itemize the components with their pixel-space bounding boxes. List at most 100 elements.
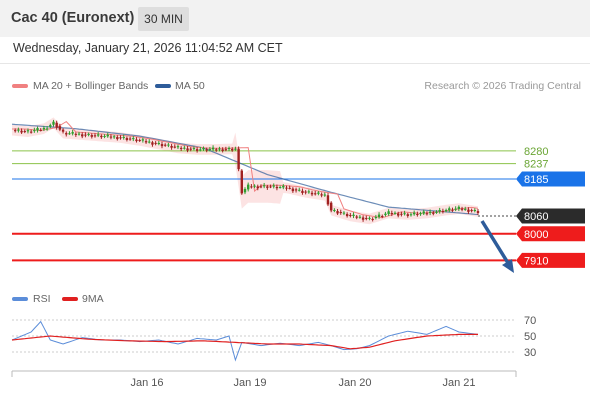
candle-body <box>125 138 129 140</box>
candle-body <box>17 129 20 131</box>
candle-body <box>291 188 295 192</box>
ma20-line <box>12 120 479 219</box>
level-tag-8060 <box>516 208 585 224</box>
candle-body <box>329 202 333 211</box>
legend-label-9ma: 9MA <box>82 293 104 305</box>
rsi-line <box>11 320 479 362</box>
candle-body <box>42 127 46 130</box>
candle-body <box>186 148 189 151</box>
legend-label-bollinger: MA 20 + Bollinger Bands <box>33 80 149 92</box>
legend-label-ma50: MA 50 <box>175 80 205 92</box>
candle-body <box>253 185 256 187</box>
candle-body <box>96 134 100 136</box>
candle-body <box>470 210 473 212</box>
candle-body <box>122 136 125 138</box>
candle-body <box>23 131 26 133</box>
candle-body <box>36 128 39 131</box>
level-label-8060: 8060 <box>524 211 548 223</box>
forecast-arrow-shaft <box>480 220 510 264</box>
candle-body <box>26 130 30 132</box>
rsi-tick-70: 70 <box>524 315 536 327</box>
candle-body <box>371 218 374 220</box>
candle-body <box>323 194 326 196</box>
candle-body <box>412 212 416 215</box>
candle-body <box>336 211 339 214</box>
forecast-arrow-head <box>502 259 514 273</box>
candle-body <box>205 149 208 151</box>
candle-body <box>49 125 52 127</box>
candle-body <box>100 135 103 138</box>
candle-body <box>144 141 148 143</box>
rsi-tick-50: 50 <box>524 331 536 343</box>
candle-body <box>435 211 438 213</box>
candle-body <box>192 148 196 150</box>
candle-body <box>266 186 269 188</box>
candle-body <box>160 144 164 147</box>
candle-body <box>381 216 384 217</box>
x-tick-label: Jan 19 <box>233 377 266 389</box>
legend-swatch-ma50 <box>155 84 171 88</box>
candle-body <box>39 129 42 131</box>
candle-body <box>301 190 304 194</box>
candle-body <box>432 212 435 214</box>
candle-body <box>103 135 106 137</box>
candle-body <box>71 132 74 134</box>
candle-body <box>93 135 97 137</box>
candle-body <box>374 216 378 218</box>
candle-body <box>425 213 429 215</box>
candle-body <box>409 214 413 216</box>
candle-body <box>269 186 272 188</box>
candle-body <box>128 138 132 140</box>
candle-body <box>179 147 183 149</box>
candle-body <box>173 146 176 148</box>
candle-body <box>288 187 291 189</box>
candle-body <box>109 136 113 138</box>
rsi-9ma-line <box>11 333 478 350</box>
candle-body <box>451 209 454 211</box>
candle-body <box>135 139 138 142</box>
level-label-8280: 8280 <box>524 146 548 158</box>
x-tick-label: Jan 16 <box>130 377 163 389</box>
candle-body <box>285 187 288 189</box>
timeframe-tab[interactable]: 30 MIN <box>138 7 189 31</box>
candle-body <box>368 217 371 219</box>
candle-body <box>138 140 141 142</box>
candle-body <box>419 213 422 215</box>
candle-body <box>298 189 301 191</box>
candle-body <box>77 133 81 135</box>
candle-body <box>390 213 394 215</box>
candle-body <box>221 149 224 151</box>
candle-body <box>148 141 151 143</box>
candle-body <box>58 126 62 130</box>
candle-body <box>45 128 49 130</box>
timestamp: Wednesday, January 21, 2026 11:04:52 AM … <box>13 41 283 55</box>
candle-body <box>29 131 33 133</box>
candle-body <box>428 211 432 214</box>
x-tick-label: Jan 20 <box>338 377 371 389</box>
candle-body <box>397 213 400 216</box>
candle-body <box>176 146 180 148</box>
candle-body <box>52 121 55 125</box>
candle-body <box>403 213 406 215</box>
candle-body <box>164 144 167 146</box>
candle-body <box>84 134 87 136</box>
level-label-8185: 8185 <box>524 174 548 186</box>
candle-body <box>195 149 199 151</box>
candle-body <box>361 217 365 220</box>
candle-body <box>218 148 221 150</box>
candle-body <box>189 148 192 150</box>
candle-body <box>61 129 65 132</box>
candle-body <box>199 149 202 151</box>
level-label-7910: 7910 <box>524 255 548 267</box>
candle-body <box>275 186 279 189</box>
candle-body <box>240 170 244 194</box>
level-tag-8000 <box>516 226 585 242</box>
candle-body <box>326 195 330 205</box>
legend-label-rsi: RSI <box>33 293 51 305</box>
candle-body <box>320 194 323 196</box>
candle-body <box>106 134 109 137</box>
candle-body <box>333 210 336 212</box>
candle-body <box>119 137 122 139</box>
candle-body <box>393 212 397 214</box>
